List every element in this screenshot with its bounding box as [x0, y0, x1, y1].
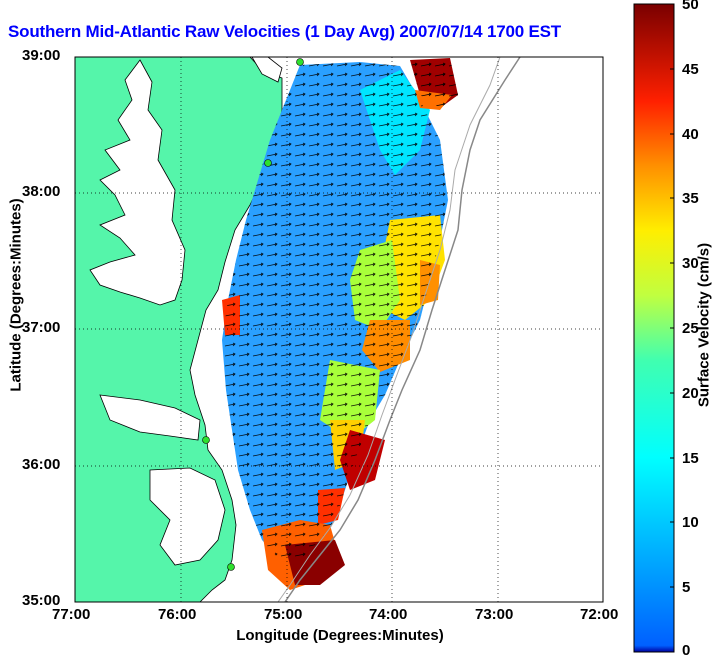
- delaware-bay: [251, 57, 283, 83]
- y-tick-label: 37:00: [22, 319, 61, 336]
- colorbar-tick: 40: [682, 126, 699, 143]
- colorbar-tick: 5: [682, 579, 691, 596]
- map-title: Southern Mid-Atlantic Raw Velocities (1 …: [8, 22, 561, 41]
- radar-station: [202, 436, 210, 444]
- y-tick-label: 35:00: [22, 592, 61, 609]
- bathymetry-contour: [284, 57, 521, 602]
- radar-station: [296, 58, 304, 66]
- x-axis-label: Longitude (Degrees:Minutes): [236, 627, 444, 644]
- colorbar-tick: 30: [682, 255, 699, 272]
- x-tick-label: 74:00: [369, 606, 408, 623]
- y-tick-label: 39:00: [22, 47, 61, 64]
- colorbar-label-box: Surface Velocity (cm/s): [692, 160, 716, 490]
- colorbar-tick: 15: [682, 450, 699, 467]
- y-tick-label: 36:00: [22, 456, 61, 473]
- albemarle-sound: [99, 394, 201, 441]
- colorbar-tick: 25: [682, 320, 699, 337]
- colorbar: [633, 3, 675, 653]
- colorbar-tick: 35: [682, 190, 699, 207]
- velocity-field: [222, 58, 458, 590]
- colorbar-tick: 45: [682, 61, 699, 78]
- colorbar-label: Surface Velocity (cm/s): [695, 242, 713, 408]
- x-tick-label: 73:00: [475, 606, 514, 623]
- chesapeake-bay: [89, 59, 186, 306]
- radar-station: [227, 563, 235, 571]
- colorbar-tick: 0: [682, 642, 691, 659]
- y-axis-label: Latitude (Degrees:Minutes): [7, 198, 25, 392]
- colorbar-tick: 20: [682, 385, 699, 402]
- x-tick-label: 75:00: [264, 606, 303, 623]
- colorbar-tick: 10: [682, 514, 699, 531]
- x-tick-label: 77:00: [52, 606, 91, 623]
- x-tick-label: 76:00: [158, 606, 197, 623]
- bathymetry-contour: [277, 57, 501, 602]
- colorbar-tick: 50: [682, 0, 699, 13]
- y-axis-label-box: Latitude (Degrees:Minutes): [6, 130, 26, 460]
- x-tick-label: 72:00: [580, 606, 619, 623]
- radar-station: [264, 159, 272, 167]
- grid-lines: [75, 57, 603, 602]
- y-tick-label: 38:00: [22, 183, 61, 200]
- pamlico-sound: [149, 467, 226, 566]
